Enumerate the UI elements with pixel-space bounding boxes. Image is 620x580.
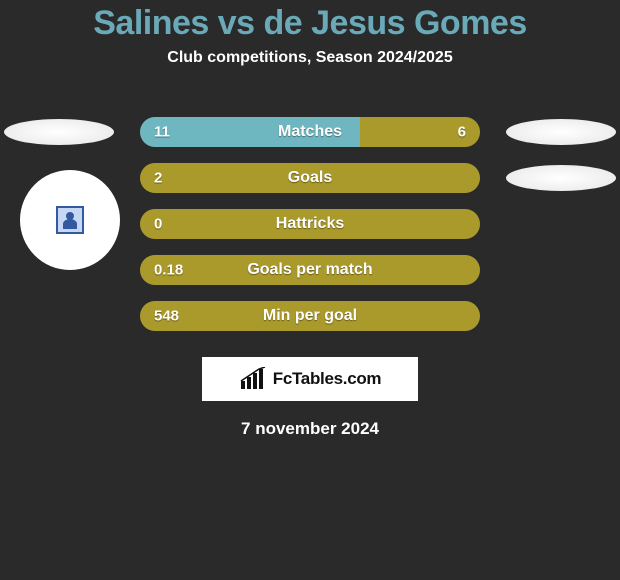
snapshot-date: 7 november 2024 — [0, 419, 620, 439]
stat-bar-left-fill — [140, 163, 432, 193]
stat-bar: 2 Goals — [140, 163, 480, 193]
stat-value-left: 0 — [154, 216, 162, 233]
stat-bar: 11 Matches 6 — [140, 117, 480, 147]
side-ellipse-left — [4, 119, 114, 145]
stat-value-right: 6 — [458, 124, 466, 141]
stat-bar: 0.18 Goals per match — [140, 255, 480, 285]
side-ellipse-right — [506, 119, 616, 145]
source-logo: FcTables.com — [202, 357, 418, 401]
stat-bar: 548 Min per goal — [140, 301, 480, 331]
stat-bar-right-fill — [432, 163, 480, 193]
stat-row: 548 Min per goal — [0, 293, 620, 339]
page-title: Salines vs de Jesus Gomes — [0, 4, 620, 43]
page-subtitle: Club competitions, Season 2024/2025 — [0, 49, 620, 67]
stat-label: Matches — [278, 123, 342, 141]
stat-value-left: 0.18 — [154, 262, 183, 279]
stat-label: Goals — [288, 169, 332, 187]
stat-row: 11 Matches 6 — [0, 109, 620, 155]
stat-label: Goals per match — [247, 261, 372, 279]
side-ellipse-right — [506, 165, 616, 191]
stat-value-left: 548 — [154, 308, 179, 325]
stat-value-left: 2 — [154, 170, 162, 187]
player-left-avatar — [20, 170, 120, 270]
stat-bar: 0 Hattricks — [140, 209, 480, 239]
stat-label: Min per goal — [263, 307, 357, 325]
stat-value-left: 11 — [154, 124, 170, 141]
avatar-placeholder-icon — [56, 206, 84, 234]
stat-label: Hattricks — [276, 215, 344, 233]
source-logo-text: FcTables.com — [273, 369, 382, 389]
fctables-logo-icon — [239, 367, 267, 391]
